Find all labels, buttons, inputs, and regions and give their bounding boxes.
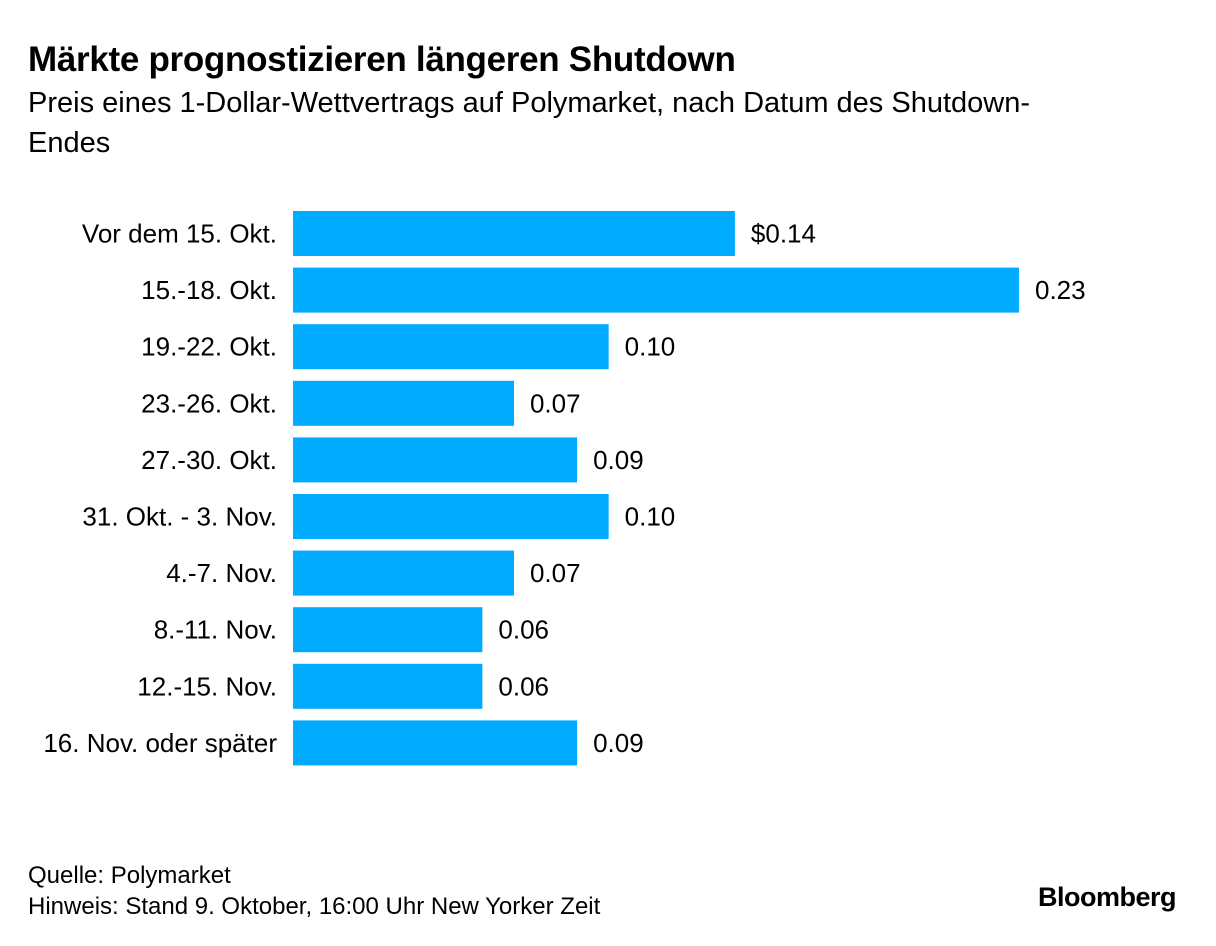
category-label: 27.-30. Okt. <box>141 445 277 475</box>
timestamp-note: Hinweis: Stand 9. Oktober, 16:00 Uhr New… <box>28 893 601 920</box>
category-label: 19.-22. Okt. <box>141 332 277 362</box>
bar <box>293 437 578 483</box>
category-label: 15.-18. Okt. <box>141 275 277 305</box>
category-label: 8.-11. Nov. <box>154 615 277 645</box>
data-label: 0.07 <box>530 558 581 588</box>
bar <box>293 607 483 653</box>
source-note: Quelle: Polymarket <box>28 862 231 889</box>
bar <box>293 494 609 539</box>
bar <box>293 720 578 766</box>
bar <box>293 324 609 370</box>
bar <box>293 663 483 709</box>
data-label: 0.23 <box>1035 275 1086 305</box>
footer: Quelle: Polymarket Hinweis: Stand 9. Okt… <box>28 860 600 922</box>
category-label: 23.-26. Okt. <box>141 388 277 418</box>
bar <box>293 211 735 256</box>
data-label: 0.10 <box>625 502 676 532</box>
bar <box>293 550 514 596</box>
category-label: 12.-15. Nov. <box>137 671 277 701</box>
bar <box>293 267 1019 313</box>
data-label: $0.14 <box>751 219 816 249</box>
data-label: 0.09 <box>593 445 644 475</box>
category-label: Vor dem 15. Okt. <box>82 219 277 249</box>
bar <box>293 380 514 426</box>
data-label: 0.09 <box>593 728 644 758</box>
category-label: 16. Nov. oder später <box>43 728 277 758</box>
data-label: 0.10 <box>625 332 676 362</box>
category-label: 4.-7. Nov. <box>166 558 277 588</box>
data-label: 0.06 <box>498 671 549 701</box>
data-label: 0.07 <box>530 388 581 418</box>
category-label: 31. Okt. - 3. Nov. <box>82 502 277 532</box>
bloomberg-logo: Bloomberg <box>1037 882 1177 912</box>
data-label: 0.06 <box>498 615 549 645</box>
chart-subtitle: Preis eines 1-Dollar-Wettvertrags auf Po… <box>28 87 1031 159</box>
chart-title: Märkte prognostizieren längeren Shutdown <box>28 40 736 79</box>
bar-chart: Vor dem 15. Okt. $0.14 15.-18. Okt. 0.23 19.… <box>43 211 1086 766</box>
